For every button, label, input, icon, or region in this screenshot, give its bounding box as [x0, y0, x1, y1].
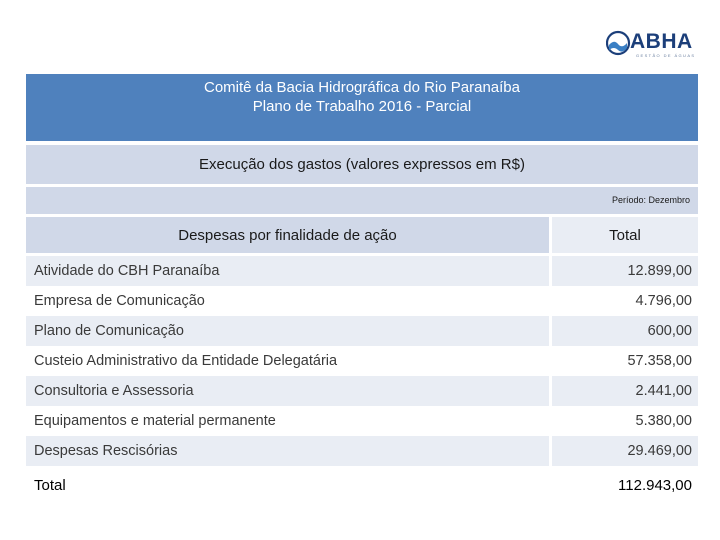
title-banner: Comitê da Bacia Hidrográfica do Rio Para…	[26, 74, 698, 141]
logo-tagline: GESTÃO DE ÁGUAS	[636, 53, 696, 58]
expenses-table: Despesas por finalidade de ação Total At…	[26, 217, 698, 504]
row-value: 5.380,00	[552, 406, 698, 436]
row-label: Despesas Rescisórias	[26, 436, 549, 466]
column-header-total: Total	[552, 217, 698, 253]
total-label: Total	[26, 466, 549, 504]
row-label: Plano de Comunicação	[26, 316, 549, 346]
row-value: 12.899,00	[552, 256, 698, 286]
row-value: 4.796,00	[552, 286, 698, 316]
total-value: 112.943,00	[552, 466, 698, 504]
row-label: Equipamentos e material permanente	[26, 406, 549, 436]
row-value: 57.358,00	[552, 346, 698, 376]
row-label: Consultoria e Assessoria	[26, 376, 549, 406]
title-line-2: Plano de Trabalho 2016 - Parcial	[252, 98, 472, 115]
table-row: Equipamentos e material permanente 5.380…	[26, 406, 698, 436]
title-line-1: Comitê da Bacia Hidrográfica do Rio Para…	[203, 79, 520, 96]
table-row: Plano de Comunicação 600,00	[26, 316, 698, 346]
table-total-row: Total 112.943,00	[26, 466, 698, 504]
logo-text: ABHA	[630, 30, 693, 53]
row-value: 2.441,00	[552, 376, 698, 406]
section-subtitle: Execução dos gastos (valores expressos e…	[26, 145, 698, 184]
column-header-description: Despesas por finalidade de ação	[26, 217, 549, 253]
table-row: Consultoria e Assessoria 2.441,00	[26, 376, 698, 406]
row-label: Atividade do CBH Paranaíba	[26, 256, 549, 286]
table-row: Atividade do CBH Paranaíba 12.899,00	[26, 256, 698, 286]
table-header-row: Despesas por finalidade de ação Total	[26, 217, 698, 253]
row-label: Custeio Administrativo da Entidade Deleg…	[26, 346, 549, 376]
row-value: 29.469,00	[552, 436, 698, 466]
table-row: Custeio Administrativo da Entidade Deleg…	[26, 346, 698, 376]
period-label: Período: Dezembro	[26, 187, 698, 214]
abha-logo-icon	[606, 30, 631, 56]
row-value: 600,00	[552, 316, 698, 346]
table-row: Empresa de Comunicação 4.796,00	[26, 286, 698, 316]
row-label: Empresa de Comunicação	[26, 286, 549, 316]
table-row: Despesas Rescisórias 29.469,00	[26, 436, 698, 466]
